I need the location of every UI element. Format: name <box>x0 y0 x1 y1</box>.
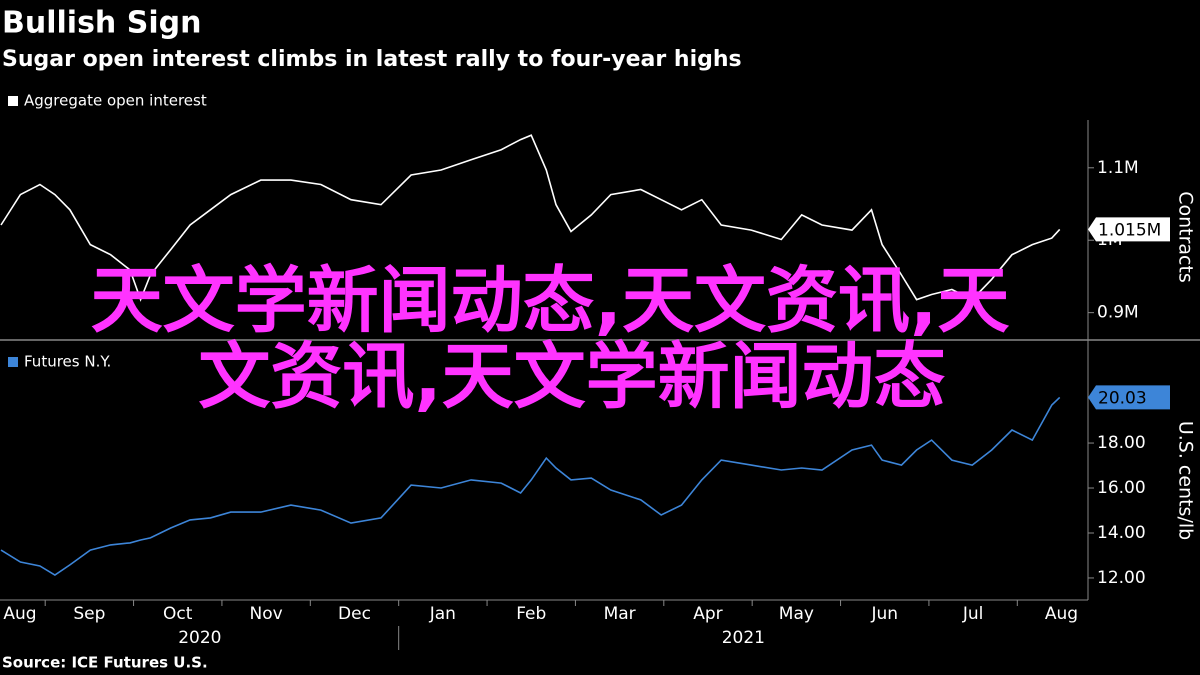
x-tick-label: Feb <box>516 604 546 624</box>
overlay-text: 天文学新闻动态,天文资讯,天 <box>91 259 1010 343</box>
y-tick-label: 12.00 <box>1097 568 1146 588</box>
chart-title: Bullish Sign <box>2 6 201 41</box>
chart-subtitle: Sugar open interest climbs in latest ral… <box>2 47 742 72</box>
y-tick-label: 14.00 <box>1097 523 1146 543</box>
x-tick-label: Oct <box>163 604 193 624</box>
year-label: 2021 <box>722 628 765 648</box>
last-value-label: 1.015M <box>1098 220 1161 240</box>
x-tick-label: Apr <box>693 604 722 624</box>
x-tick-label: Nov <box>250 604 283 624</box>
x-tick-label: Mar <box>604 604 636 624</box>
y-axis-label: Contracts <box>1175 191 1197 283</box>
y-axis-label: U.S. cents/lb <box>1175 421 1197 540</box>
x-tick-label: Aug <box>3 604 36 624</box>
source-note: Source: ICE Futures U.S. <box>2 654 208 672</box>
legend-label: Futures N.Y. <box>24 353 111 371</box>
x-tick-label: Dec <box>338 604 371 624</box>
y-tick-label: 16.00 <box>1097 478 1146 498</box>
year-label: 2020 <box>178 628 221 648</box>
legend-label: Aggregate open interest <box>24 92 207 110</box>
y-tick-label: 0.9M <box>1097 303 1139 323</box>
y-tick-label: 1.1M <box>1097 158 1139 178</box>
overlay-text: 文资讯,天文学新闻动态 <box>198 335 945 419</box>
x-tick-label: Jan <box>429 604 456 624</box>
last-value-box <box>1088 385 1170 410</box>
x-tick-label: Jul <box>962 604 984 624</box>
legend-swatch <box>8 96 18 106</box>
y-tick-label: 18.00 <box>1097 433 1146 453</box>
x-tick-label: May <box>779 604 814 624</box>
x-tick-label: Aug <box>1045 604 1078 624</box>
x-tick-label: Sep <box>73 604 105 624</box>
x-tick-label: Jun <box>870 604 898 624</box>
series-line <box>0 396 1061 576</box>
legend-swatch <box>8 357 18 367</box>
series-line <box>0 134 1061 302</box>
last-value-box <box>1088 217 1170 242</box>
last-value-label: 20.03 <box>1098 388 1147 408</box>
